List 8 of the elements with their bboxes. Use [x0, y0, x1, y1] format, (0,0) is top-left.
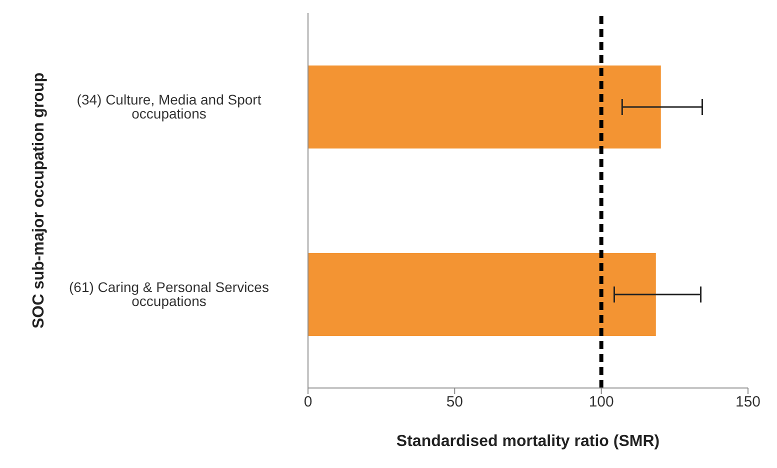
x-tick-label: 0 [304, 394, 312, 411]
x-tick-label: 50 [446, 394, 464, 411]
y-tick-label: (34) Culture, Media and Sport occupations [76, 92, 262, 122]
x-tick-label: 100 [588, 394, 614, 411]
y-tick-label: (61) Caring & Personal Services occupations [69, 279, 269, 310]
y-axis-title: SOC sub-major occupation group [30, 72, 48, 329]
x-axis-title: Standardised mortality ratio (SMR) [396, 433, 660, 450]
x-tick-label: 150 [735, 394, 761, 411]
